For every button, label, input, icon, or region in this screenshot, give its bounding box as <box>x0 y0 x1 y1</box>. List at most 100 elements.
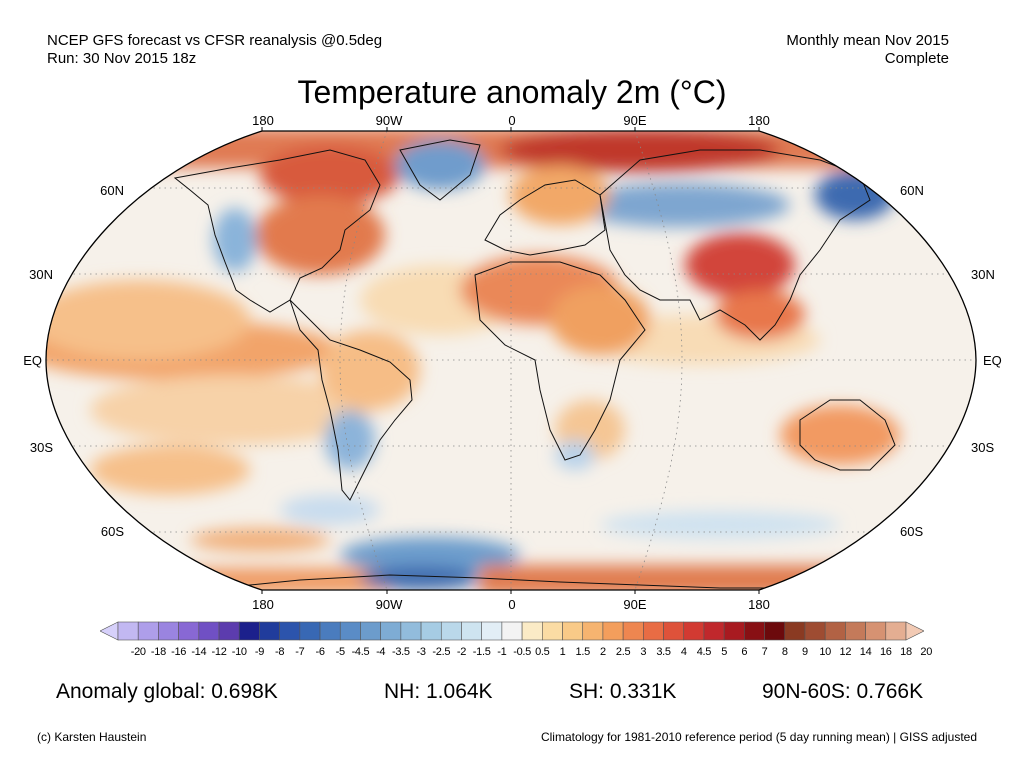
lat-label-left-60s: 60S <box>100 524 124 539</box>
lat-label-left-30s: 30S <box>29 440 53 455</box>
header-run: Run: 30 Nov 2015 18z <box>47 50 197 67</box>
colorbar-tick-label: -9 <box>254 646 265 658</box>
colorbar-tick-label: 3 <box>640 646 647 658</box>
lat-label-left-30n: 30N <box>29 267 53 282</box>
colorbar-tick-label: -3 <box>416 646 426 658</box>
colorbar-tick-label: 1.5 <box>575 646 591 658</box>
colorbar-cell <box>602 621 624 641</box>
lon-label-top-180e: 180 <box>748 113 770 128</box>
colorbar-tick-label: -10 <box>231 646 247 658</box>
colorbar-tick-label: -18 <box>150 646 166 658</box>
colorbar-tick-label: -5 <box>335 646 345 658</box>
colorbar-cell <box>481 621 503 641</box>
colorbar-cell <box>562 621 584 641</box>
footer-climatology: Climatology for 1981-2010 reference peri… <box>540 730 977 744</box>
colorbar-cell <box>117 621 139 641</box>
colorbar-cell <box>784 621 806 641</box>
stat-nh: NH: 1.064K <box>384 680 493 703</box>
header-source: NCEP GFS forecast vs CFSR reanalysis @0.… <box>47 32 383 49</box>
colorbar-tick-label: -12 <box>211 646 227 658</box>
stat-arctic: 90N-60S: 0.766K <box>762 680 924 703</box>
colorbar-tick-label: 5 <box>721 646 728 658</box>
colorbar-cell <box>218 621 240 641</box>
colorbar-cell <box>703 621 725 641</box>
colorbar-tick-label: 3.5 <box>656 646 671 658</box>
lon-label-bottom-90w: 90W <box>375 597 403 612</box>
colorbar-cell <box>158 621 179 641</box>
colorbar-cell <box>319 621 341 641</box>
colorbar-tick-label: 18 <box>900 646 912 658</box>
lat-label-right-60s: 60S <box>900 524 924 539</box>
colorbar-tick-label: -0.5 <box>513 646 531 658</box>
colorbar-cell <box>582 621 604 641</box>
colorbar-cell <box>299 621 321 641</box>
colorbar-cell <box>501 621 523 641</box>
colorbar-cell <box>663 621 685 641</box>
colorbar-tick-label: -8 <box>275 646 285 658</box>
colorbar-tick-label: -16 <box>171 646 187 658</box>
lon-label-top-90e: 90E <box>623 113 647 128</box>
colorbar-cell <box>279 621 301 641</box>
colorbar-cell <box>804 621 826 641</box>
colorbar-tick-label: -14 <box>191 646 207 658</box>
colorbar-cell <box>259 621 280 641</box>
colorbar-cell <box>178 621 200 641</box>
colorbar-tick-label: -1.5 <box>472 646 491 658</box>
colorbar-cell <box>824 621 846 641</box>
colorbar-tick-label: -4.5 <box>351 646 370 658</box>
colorbar-tick-label: 8 <box>781 646 788 658</box>
colorbar-cell <box>400 621 422 641</box>
colorbar-tick-label: 9 <box>802 646 808 658</box>
colorbar-tick-label: -2.5 <box>432 646 451 658</box>
colorbar-tick-label: 20 <box>920 646 933 658</box>
colorbar-tick-label: 7 <box>761 646 768 658</box>
colorbar-tick-label: 10 <box>819 646 831 658</box>
colorbar-cell <box>683 621 705 641</box>
graticule <box>46 131 976 590</box>
colorbar-tick-label: -4 <box>376 646 386 658</box>
coastlines <box>173 139 896 589</box>
colorbar-cell <box>440 621 462 641</box>
colorbar-cell <box>420 621 442 641</box>
colorbar-tick-label: 0.5 <box>535 646 550 658</box>
colorbar-tick-label: 12 <box>839 646 852 658</box>
colorbar-tick-label: 1 <box>559 646 566 658</box>
header-period: Monthly mean Nov 2015 <box>786 32 949 49</box>
lon-label-top-90w: 90W <box>375 113 403 128</box>
colorbar-cell <box>461 621 482 641</box>
colorbar-tick-label: -20 <box>130 646 146 658</box>
colorbar-tick-label: 16 <box>879 646 892 658</box>
colorbar-cell <box>360 621 381 641</box>
lon-label-bottom-180w: 180 <box>252 597 274 612</box>
colorbar-cell <box>723 621 745 641</box>
lon-label-top-180w: 180 <box>252 113 274 128</box>
colorbar-cell <box>380 621 402 641</box>
colorbar-cell <box>622 621 644 641</box>
colorbar-arrow-high <box>905 621 924 641</box>
colorbar-cell <box>521 621 543 641</box>
colorbar-tick-label: 14 <box>859 646 872 658</box>
anomaly-field <box>46 131 976 590</box>
lat-label-left-60n: 60N <box>100 183 124 198</box>
colorbar-tick-label: -2 <box>456 646 467 658</box>
lat-label-right-60n: 60N <box>900 183 924 198</box>
colorbar-tick-label: 4 <box>680 646 687 658</box>
colorbar-cell <box>238 621 260 641</box>
stat-sh: SH: 0.331K <box>569 680 677 703</box>
lat-label-right-30s: 30S <box>971 440 995 455</box>
lat-label-right-eq: EQ <box>983 353 1002 368</box>
lon-label-bottom-0: 0 <box>508 597 516 612</box>
colorbar-cell <box>885 621 907 641</box>
colorbar <box>100 621 924 641</box>
colorbar-cell <box>845 621 866 641</box>
lon-label-top-0: 0 <box>508 113 516 128</box>
colorbar-cell <box>542 621 563 641</box>
colorbar-tick-label: -1 <box>497 646 507 658</box>
lat-label-left-eq: EQ <box>23 353 42 368</box>
colorbar-tick-label: 6 <box>741 646 748 658</box>
map-title: Temperature anomaly 2m (°C) <box>297 74 727 110</box>
colorbar-tick-label: -6 <box>315 646 325 658</box>
colorbar-cell <box>339 621 361 641</box>
colorbar-cell <box>643 621 664 641</box>
